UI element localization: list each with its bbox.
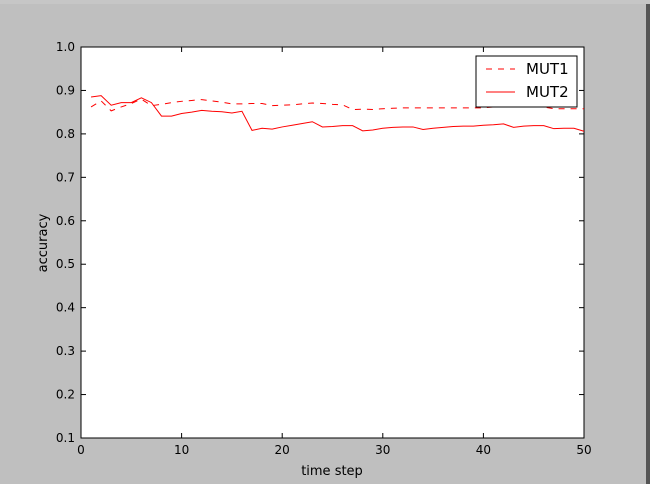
ticks-layer: 0 10 20 30 40 50 0.1 0.2 0.3 0.4 0.5 0.6 0.7 0.8 0.9 1.… [56,40,592,457]
y-tick-label: 0.6 [56,214,75,228]
y-tick-label: 0.9 [56,83,75,97]
y-tick-label: 0.8 [56,127,75,141]
legend-mut2-label: MUT2 [526,83,569,101]
x-tick-label: 50 [576,443,591,457]
y-tick-label: 0.1 [56,431,75,445]
window-top-border [0,0,650,4]
window-right-border [646,4,650,484]
x-tick-label: 20 [275,443,290,457]
legend: MUT1 MUT2 [475,55,578,108]
y-tick-label: 0.4 [56,301,75,315]
y-tick-label: 0.3 [56,344,75,358]
legend-mut1-label: MUT1 [526,60,569,78]
x-axis-title: time step [301,464,363,479]
y-tick-label: 1.0 [56,40,75,54]
y-tick-label: 0.2 [56,388,75,402]
series-line-mut2 [90,95,585,132]
y-axis-title: accuracy [36,213,51,272]
x-tick-label: 40 [476,443,491,457]
y-tick-label: 0.7 [56,170,75,184]
x-tick-label: 10 [174,443,189,457]
legend-box [475,55,578,108]
x-tick-label: 30 [375,443,390,457]
y-tick-label: 0.5 [56,257,75,271]
plot-area [80,46,585,439]
x-tick-label: 0 [77,443,85,457]
